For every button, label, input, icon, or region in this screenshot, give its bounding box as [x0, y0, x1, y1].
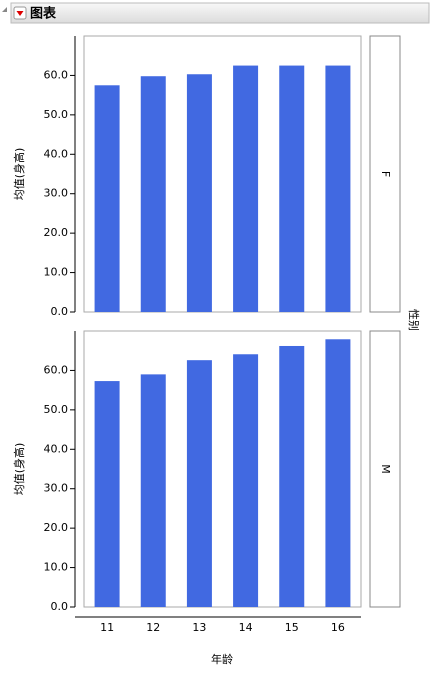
x-tick-label: 12: [146, 621, 160, 634]
y-tick-label: 20.0: [44, 521, 69, 534]
facet-box: [369, 35, 401, 313]
y-tick-label: 60.0: [44, 68, 69, 81]
facet-title: 性别: [407, 309, 421, 331]
bar: [94, 85, 120, 313]
y-tick-label: 50.0: [44, 403, 69, 416]
bar: [186, 74, 212, 312]
x-tick-label: 11: [100, 621, 114, 634]
bar: [325, 65, 351, 312]
x-tick-label: 15: [285, 621, 299, 634]
facet-box: [369, 330, 401, 608]
y-tick-label: 0.0: [51, 305, 69, 318]
bar: [279, 345, 305, 607]
header-title: 图表: [30, 6, 57, 22]
bar: [140, 374, 166, 607]
y-axis-label: 均值(身高): [12, 443, 26, 496]
y-tick-label: 40.0: [44, 442, 69, 455]
disclosure-icon[interactable]: [2, 7, 7, 12]
plot-frame: [83, 35, 362, 313]
bar: [94, 381, 120, 607]
header-bar: [10, 2, 430, 24]
y-tick-label: 60.0: [44, 363, 69, 376]
bar: [279, 65, 305, 312]
y-axis-label: 均值(身高): [12, 148, 26, 201]
y-tick-label: 20.0: [44, 226, 69, 239]
bar: [186, 360, 212, 607]
plot-frame: [83, 330, 362, 608]
x-axis-label: 年龄: [211, 652, 233, 666]
menu-icon: [16, 11, 24, 16]
bar: [325, 339, 351, 607]
y-tick-label: 10.0: [44, 266, 69, 279]
y-tick-label: 0.0: [51, 600, 69, 613]
y-tick-label: 50.0: [44, 108, 69, 121]
y-tick-label: 30.0: [44, 482, 69, 495]
x-tick-label: 14: [239, 621, 253, 634]
bar: [140, 76, 166, 313]
facet-label: F: [379, 171, 392, 177]
facet-label: M: [379, 464, 392, 474]
y-tick-label: 10.0: [44, 561, 69, 574]
bar: [233, 65, 259, 312]
y-tick-label: 40.0: [44, 147, 69, 160]
x-tick-label: 16: [331, 621, 345, 634]
x-tick-label: 13: [192, 621, 206, 634]
y-tick-label: 30.0: [44, 187, 69, 200]
bar: [233, 354, 259, 607]
